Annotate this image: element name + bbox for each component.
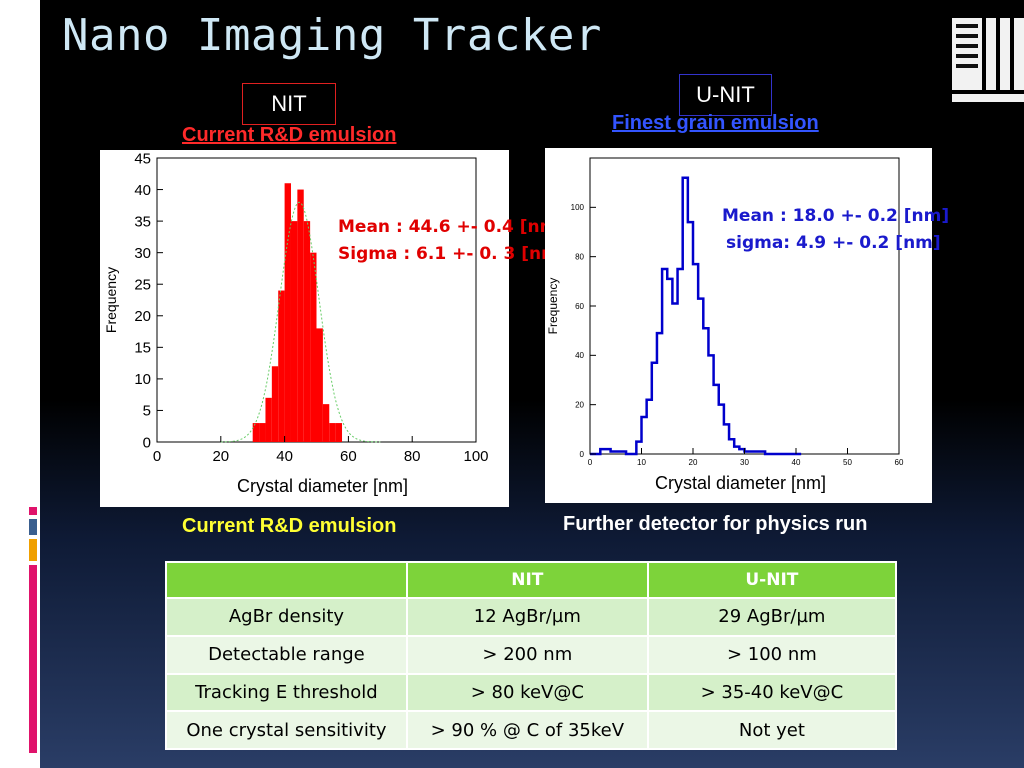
accent-bar-4	[29, 565, 37, 753]
table-cell: > 80 keV@C	[405, 672, 649, 713]
y-tick-label: 30	[134, 245, 151, 262]
header-cell-unit: U-NIT	[646, 560, 898, 600]
nit-tag: NIT	[242, 83, 336, 125]
histogram-bar	[297, 189, 304, 442]
histogram-bar	[322, 404, 330, 442]
unit-x-caption: Crystal diameter [nm]	[655, 473, 827, 493]
histogram-bar	[303, 221, 311, 442]
histogram-bar	[278, 290, 285, 442]
nit-histogram: 0 20 40 60 80 100 0 5 10 15 20 25 30 35 40 45 Frequency	[103, 150, 489, 465]
x-tick-label: 20	[689, 458, 698, 467]
y-tick-label: 80	[575, 252, 584, 261]
x-tick-label: 10	[637, 458, 646, 467]
nit-x-caption: Crystal diameter [nm]	[237, 476, 409, 496]
nit-tag-label: NIT	[271, 91, 307, 116]
x-tick-label: 60	[340, 448, 357, 465]
x-tick-label: 40	[792, 458, 801, 467]
y-tick-label: 15	[134, 340, 151, 357]
header-cell-nit: NIT	[405, 560, 649, 600]
y-tick-label: 45	[134, 150, 151, 167]
unit-tag: U-NIT	[679, 74, 772, 116]
x-tick-label: 100	[463, 448, 488, 465]
unit-caption: Further detector for physics run	[563, 513, 868, 535]
table-header-row: NIT U-NIT	[165, 560, 898, 600]
comparison-table: NIT U-NIT AgBr density 12 AgBr/µm 29 AgB…	[165, 560, 898, 750]
table-cell: > 35-40 keV@C	[646, 672, 898, 713]
x-tick-label: 60	[895, 458, 904, 467]
histogram-bar	[335, 423, 343, 442]
header-cell-blank	[165, 560, 408, 600]
y-tick-label: 5	[143, 403, 151, 420]
table-row: AgBr density 12 AgBr/µm 29 AgBr/µm	[165, 597, 898, 637]
histogram-bar	[259, 423, 266, 442]
table-row: One crystal sensitivity > 90 % @ C of 35…	[165, 710, 898, 750]
histogram-bar	[265, 397, 272, 442]
histogram-bar	[329, 423, 336, 442]
table-cell: One crystal sensitivity	[165, 710, 408, 750]
table-row: Detectable range > 200 nm > 100 nm	[165, 634, 898, 675]
unit-sublabel: Finest grain emulsion	[612, 112, 819, 134]
x-tick-label: 20	[212, 448, 229, 465]
x-tick-label: 80	[404, 448, 421, 465]
x-tick-label: 0	[588, 458, 593, 467]
accent-bar-1	[29, 507, 37, 515]
y-tick-label: 60	[575, 302, 584, 311]
nit-stats-sigma: Sigma : 6.1 +- 0. 3 [nm]	[338, 244, 567, 264]
gaussian-fit-line	[220, 201, 381, 443]
table-cell: Not yet	[646, 710, 898, 750]
accent-bar-3	[29, 539, 37, 561]
y-tick-label: 25	[134, 276, 151, 293]
table-cell: Detectable range	[165, 634, 408, 675]
unit-histogram: 0 10 20 30 40 50 60 0 20 40 60 80 100 Frequency	[546, 157, 904, 467]
x-tick-label: 0	[153, 448, 161, 465]
x-tick-label: 40	[276, 448, 293, 465]
nit-caption: Current R&D emulsion	[182, 515, 397, 537]
table-cell: 12 AgBr/µm	[405, 597, 649, 637]
x-tick-label: 50	[843, 458, 852, 467]
table-cell: > 100 nm	[646, 634, 898, 675]
table-cell: > 200 nm	[405, 634, 649, 675]
y-axis-label: Frequency	[546, 278, 560, 335]
y-tick-label: 20	[134, 308, 151, 325]
y-tick-label: 10	[134, 371, 151, 388]
plot-frame	[589, 157, 900, 455]
table-row: Tracking E threshold > 80 keV@C > 35-40 …	[165, 672, 898, 713]
histogram-bar	[271, 366, 279, 442]
histogram-bar	[316, 328, 323, 442]
histogram-bar	[310, 252, 317, 442]
window-decoration-icon	[952, 18, 1024, 102]
y-axis-label: Frequency	[103, 267, 119, 333]
y-tick-label: 40	[575, 351, 584, 360]
accent-bar-2	[29, 519, 37, 535]
unit-tag-label: U-NIT	[696, 82, 755, 107]
histogram-bar	[290, 221, 298, 442]
table-cell: AgBr density	[165, 597, 408, 637]
histogram-step-line	[590, 176, 802, 456]
nit-histogram-panel: 0 20 40 60 80 100 0 5 10 15 20 25 30 35 40 45 Frequency …	[100, 150, 509, 507]
y-tick-label: 40	[134, 182, 151, 199]
table-cell: 29 AgBr/µm	[646, 597, 898, 637]
y-tick-label: 100	[571, 203, 585, 212]
unit-stats-mean: Mean : 18.0 +- 0.2 [nm]	[722, 206, 950, 226]
y-tick-label: 0	[580, 450, 585, 459]
y-tick-label: 20	[575, 400, 584, 409]
nit-stats-mean: Mean : 44.6 +- 0.4 [nm]	[338, 217, 566, 237]
table-cell: > 90 % @ C of 35keV	[405, 710, 649, 750]
unit-stats-sigma: sigma: 4.9 +- 0.2 [nm]	[726, 233, 941, 253]
x-tick-label: 30	[740, 458, 749, 467]
histogram-bar	[284, 183, 291, 442]
y-tick-label: 35	[134, 213, 151, 230]
nit-sublabel: Current R&D emulsion	[182, 124, 397, 146]
histogram-bar	[252, 423, 260, 442]
table-cell: Tracking E threshold	[165, 672, 408, 713]
unit-histogram-panel: 0 10 20 30 40 50 60 0 20 40 60 80 100 Frequency Cryst…	[545, 148, 932, 503]
y-tick-label: 0	[143, 434, 151, 451]
slide-title: Nano Imaging Tracker	[62, 10, 602, 61]
